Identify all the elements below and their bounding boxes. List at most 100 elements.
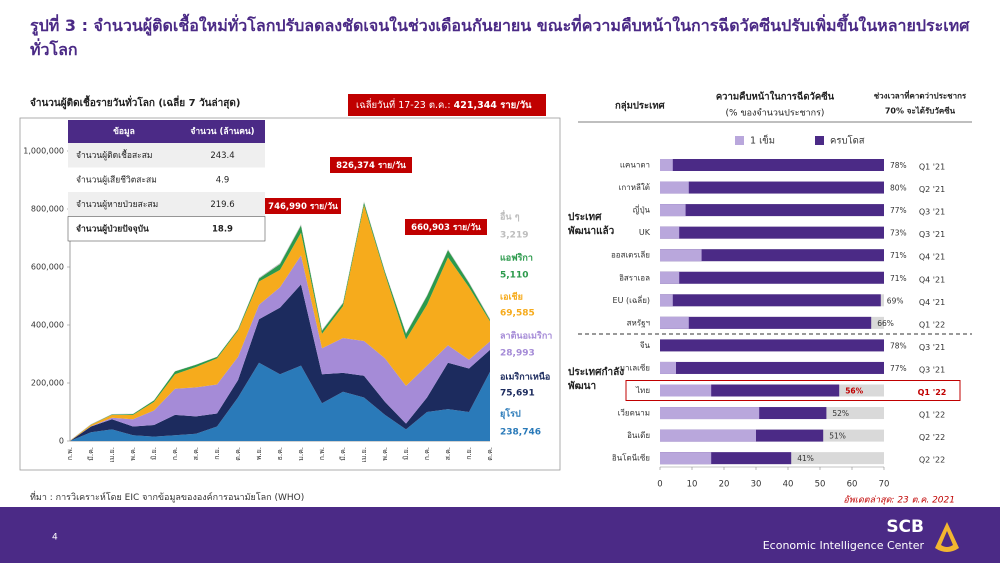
legend-label: ครบโดส (830, 135, 865, 147)
category-label: สหรัฐฯ (627, 318, 650, 327)
bar (660, 249, 884, 262)
value-label: 80% (890, 184, 907, 193)
bar (660, 159, 673, 171)
bar-group (660, 226, 884, 239)
bar (660, 339, 884, 352)
chart-title: จำนวนผู้ติดเชื้อรายวันทั่วโลก (เฉลี่ย 7 … (30, 95, 240, 110)
x-tick-label: เม.ย. (108, 447, 116, 463)
legend-swatch (735, 136, 744, 145)
bar (660, 316, 872, 329)
bar-group (660, 204, 884, 217)
group-label: ประเทศกำลังพัฒนา (568, 367, 625, 392)
bar-group (660, 249, 884, 262)
time-label: Q4 '21 (919, 253, 945, 262)
bar (660, 226, 884, 239)
logo (935, 522, 959, 552)
bar-group (660, 159, 884, 171)
area (70, 255, 490, 441)
category-label: มาเลเซีย (620, 363, 650, 372)
time-label: Q4 '21 (919, 298, 945, 307)
x-tick-label: ธ.ค. (276, 447, 284, 460)
bar-group (660, 384, 840, 397)
bar (660, 316, 689, 329)
value-label: 52% (832, 409, 849, 418)
bar (660, 294, 673, 307)
y-tick-label: 800,000 (31, 205, 64, 214)
category-label: ญี่ปุ่น (633, 204, 651, 215)
annotation-box (405, 219, 487, 235)
x-tick-label: มี.ค. (339, 447, 347, 461)
category-label: อินโดนีเซีย (612, 453, 650, 463)
value-label: 71% (890, 274, 907, 283)
value-label: 77% (890, 206, 907, 215)
annotation: 746,990 ราย/วัน (268, 201, 338, 212)
series-label: อเมริกาเหนือ (500, 371, 550, 383)
time-label: Q3 '21 (919, 230, 945, 239)
table-row (68, 192, 265, 217)
bar-group (660, 339, 884, 352)
table-row (67, 216, 266, 242)
x-tick-label: เม.ย. (360, 447, 368, 463)
category-label: เกาหลีใต้ (619, 183, 650, 192)
category-label: เวียดนาม (618, 409, 650, 418)
y-tick-label: 0 (59, 437, 64, 446)
time-label: Q1 '22 (919, 320, 945, 329)
bar-group (660, 361, 884, 374)
group-label: ประเทศพัฒนาแล้ว (568, 212, 615, 237)
time-label: Q2 '22 (919, 433, 945, 442)
bar-group (660, 429, 824, 442)
table-cell: 243.4 (210, 151, 234, 161)
category-label: ออสเตรเลีย (611, 251, 650, 260)
bar (660, 452, 712, 465)
x-tick-label: ก.ย. (213, 447, 221, 460)
bar (660, 204, 686, 217)
x-tick-label: 60 (847, 480, 858, 490)
annotation: 826,374 ราย/วัน (336, 160, 406, 171)
value-label: 71% (890, 251, 907, 260)
x-tick-label: ก.พ. (318, 447, 326, 460)
time-label: Q3 '21 (919, 365, 945, 374)
bar-group (660, 181, 884, 194)
end-value-label: 3,219 (500, 231, 528, 241)
x-tick-label: ส.ค. (444, 447, 452, 460)
x-tick-label: 70 (879, 480, 890, 490)
value-label: 56% (845, 387, 863, 396)
time-header: 70% จะได้รับวัคซีน (885, 106, 956, 116)
value-label: 77% (890, 364, 907, 373)
category-label: อิสราเอล (619, 273, 650, 282)
bar-group (660, 271, 884, 284)
bar (660, 384, 712, 397)
bar (660, 249, 702, 262)
end-value-label: 75,691 (500, 389, 535, 399)
bar (660, 204, 884, 217)
series-label: แอฟริกา (500, 253, 533, 264)
annotation-box (265, 198, 341, 214)
table-cell: จำนวนผู้เสียชีวิตสะสม (76, 174, 157, 185)
end-value-label: 28,993 (500, 349, 535, 359)
x-tick-label: ส.ค. (192, 447, 200, 460)
table-header: ข้อมูล (113, 126, 135, 137)
category-label: แคนาดา (620, 161, 650, 170)
bar (660, 181, 689, 194)
time-label: Q1 '22 (919, 411, 945, 420)
time-header: ช่วงเวลาที่คาดว่าประชากร (874, 90, 967, 101)
category-label: EU (เฉลี่ย) (613, 294, 650, 305)
bar (660, 271, 680, 284)
source: ที่มา : การวิเคราะห์โดย EIC จากข้อมูลของ… (30, 493, 305, 503)
series-label: อื่น ๆ (499, 210, 519, 223)
value-label: 73% (890, 229, 907, 238)
legend-swatch (815, 136, 824, 145)
table-cell: จำนวนผู้หายป่วยสะสม (76, 199, 158, 210)
x-tick-label: ก.ค. (171, 447, 179, 460)
table-header-bg (68, 120, 265, 143)
table-cell: จำนวนผู้ติดเชื้อสะสม (76, 149, 153, 161)
value-label: 78% (890, 341, 907, 350)
end-value-label: 69,585 (500, 309, 535, 319)
time-label: Q1 '22 (918, 388, 947, 397)
value-label: 41% (797, 454, 814, 463)
end-value-label: 238,746 (500, 428, 541, 438)
table-header: จำนวน (ล้านคน) (190, 126, 254, 137)
brand: SCB (886, 517, 924, 537)
banner (348, 94, 546, 116)
